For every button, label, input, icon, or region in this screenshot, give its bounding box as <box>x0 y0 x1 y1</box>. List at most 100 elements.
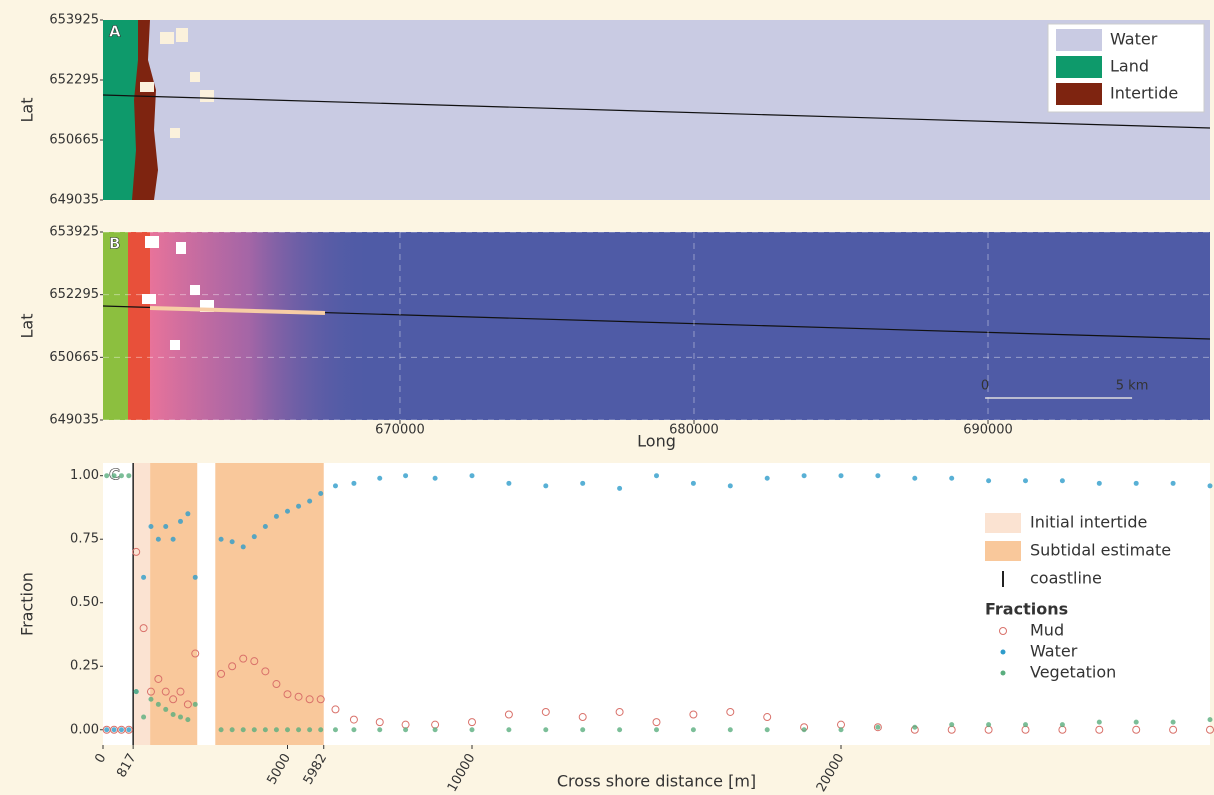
region <box>133 463 150 745</box>
point <box>104 727 109 732</box>
point <box>141 715 146 720</box>
scale-label: 0 <box>981 379 989 394</box>
point <box>126 727 131 732</box>
point <box>765 727 770 732</box>
point <box>351 481 356 486</box>
point <box>112 473 117 478</box>
legend-label: Intertide <box>1110 84 1178 103</box>
y-tick-label: 649035 <box>49 193 99 208</box>
point <box>156 537 161 542</box>
point <box>230 539 235 544</box>
point <box>219 537 224 542</box>
point <box>285 727 290 732</box>
point <box>506 727 511 732</box>
point <box>912 476 917 481</box>
point <box>219 727 224 732</box>
point <box>377 476 382 481</box>
point <box>193 702 198 707</box>
point <box>296 727 301 732</box>
legend-label: Mud <box>1030 621 1064 640</box>
point <box>274 727 279 732</box>
point <box>252 534 257 539</box>
point <box>171 537 176 542</box>
x-tick-label: 690000 <box>963 423 1013 438</box>
x-tick-label: 680000 <box>669 423 719 438</box>
point <box>333 483 338 488</box>
point <box>617 727 622 732</box>
y-axis-label: Lat <box>18 314 37 339</box>
point <box>285 509 290 514</box>
y-axis-label: Fraction <box>18 572 37 636</box>
point <box>307 499 312 504</box>
point <box>241 727 246 732</box>
point <box>307 727 312 732</box>
point <box>163 707 168 712</box>
point <box>1134 481 1139 486</box>
y-tick-label: 0.25 <box>70 659 99 674</box>
point <box>1171 481 1176 486</box>
point <box>1023 478 1028 483</box>
panel-label: B <box>109 235 120 253</box>
y-tick-label: 0.75 <box>70 532 99 547</box>
point <box>119 727 124 732</box>
point <box>241 544 246 549</box>
point <box>949 476 954 481</box>
point <box>654 727 659 732</box>
point <box>1208 717 1213 722</box>
point <box>318 727 323 732</box>
y-tick-label: 649035 <box>49 413 99 428</box>
point <box>263 727 268 732</box>
y-tick-label: 653925 <box>49 13 99 28</box>
point <box>691 481 696 486</box>
map-b-image <box>103 232 1210 420</box>
point <box>470 727 475 732</box>
point <box>148 697 153 702</box>
point <box>119 473 124 478</box>
point <box>1171 720 1176 725</box>
point <box>986 478 991 483</box>
point <box>986 722 991 727</box>
point <box>912 725 917 730</box>
point <box>333 727 338 732</box>
point <box>112 727 117 732</box>
point <box>728 727 733 732</box>
x-tick-label: 10000 <box>445 751 479 794</box>
x-axis-label: Long <box>637 432 676 451</box>
legend-swatch <box>985 513 1021 533</box>
point <box>1060 478 1065 483</box>
y-tick-label: 1.00 <box>70 468 99 483</box>
x-tick-label: 20000 <box>814 751 848 794</box>
x-tick-label: 5982 <box>301 751 331 787</box>
y-axis-label: Lat <box>18 98 37 123</box>
point <box>185 717 190 722</box>
point <box>433 727 438 732</box>
legend-label: coastline <box>1030 569 1102 588</box>
scale-label: 5 km <box>1116 379 1149 394</box>
point <box>839 473 844 478</box>
point <box>1097 481 1102 486</box>
legend-title: Fractions <box>985 600 1068 619</box>
point <box>875 473 880 478</box>
legend-label: Initial intertide <box>1030 513 1147 532</box>
point <box>163 524 168 529</box>
point <box>765 476 770 481</box>
legend-label: Vegetation <box>1030 663 1116 682</box>
legend-label: Water <box>1110 30 1158 49</box>
x-tick-label: 5000 <box>264 751 294 787</box>
point <box>104 473 109 478</box>
point <box>543 727 548 732</box>
point <box>1208 483 1213 488</box>
map-a-image <box>103 20 1210 200</box>
point <box>654 473 659 478</box>
point <box>802 727 807 732</box>
point <box>148 524 153 529</box>
point <box>318 491 323 496</box>
point <box>580 727 585 732</box>
point <box>156 702 161 707</box>
point <box>193 575 198 580</box>
point <box>377 727 382 732</box>
point <box>263 524 268 529</box>
point <box>543 483 548 488</box>
y-tick-label: 652295 <box>49 73 99 88</box>
